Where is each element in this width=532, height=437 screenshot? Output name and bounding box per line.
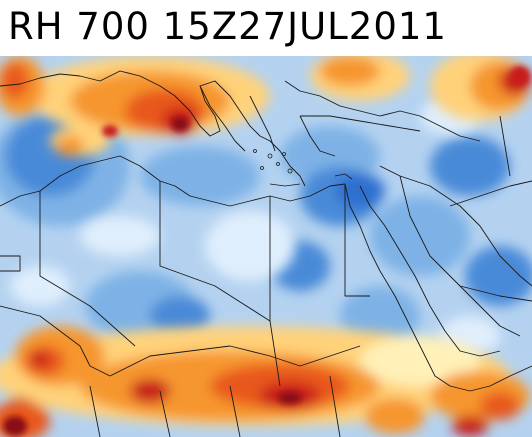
map-title: RH 700 15Z27JUL2011 xyxy=(8,5,447,48)
title-bar: RH 700 15Z27JUL2011 xyxy=(0,0,532,56)
boundary-lines xyxy=(0,70,532,437)
islands xyxy=(253,149,353,187)
moist-cores xyxy=(3,66,530,436)
humidity-map xyxy=(0,56,532,437)
